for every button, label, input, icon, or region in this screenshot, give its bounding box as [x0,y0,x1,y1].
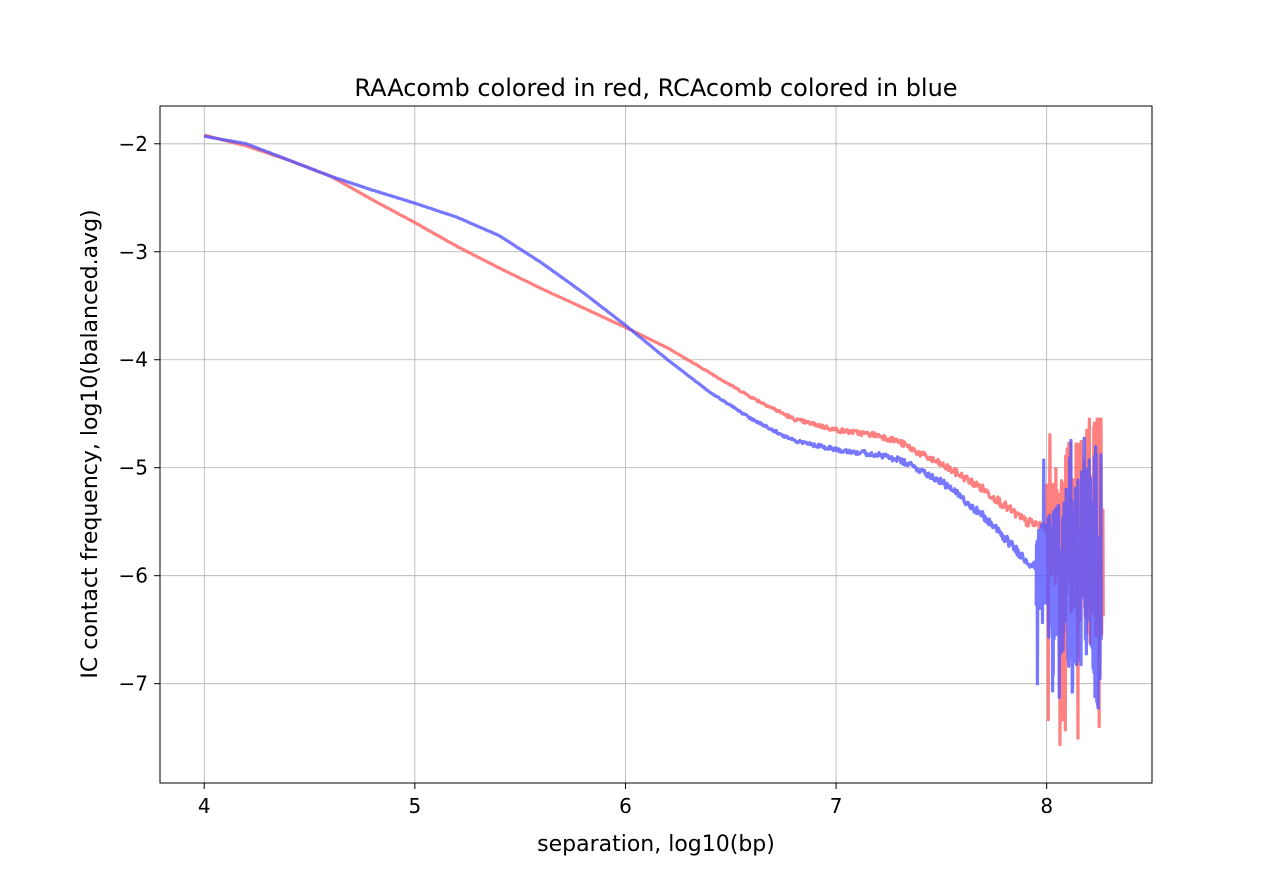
y-tick-label: −3 [119,240,148,264]
chart-title: RAAcomb colored in red, RCAcomb colored … [354,74,957,102]
grid [160,106,1152,783]
x-tick-label: 6 [619,794,632,818]
y-axis-label: IC contact frequency, log10(balanced.avg… [78,209,103,678]
y-tick-label: −6 [119,564,148,588]
x-tick-label: 4 [198,794,211,818]
x-axis: 4 5 6 7 8 [198,783,1053,818]
series-line-red [203,133,1105,747]
y-tick-label: −4 [119,348,148,372]
y-tick-label: −7 [119,672,148,696]
x-tick-label: 5 [408,794,421,818]
plot-frame [159,105,1153,784]
x-tick-label: 7 [830,794,843,818]
y-tick-label: −5 [119,456,148,480]
x-axis-label: separation, log10(bp) [537,832,775,857]
series-line-blue [203,134,1103,710]
y-axis: −2 −3 −4 −5 −6 −7 [119,132,160,696]
x-tick-label: 8 [1040,794,1053,818]
y-tick-label: −2 [119,132,148,156]
plot-series [203,133,1105,747]
